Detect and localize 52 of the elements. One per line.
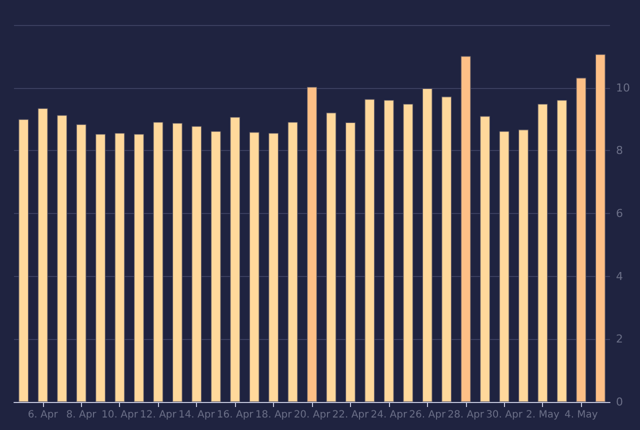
bar bbox=[595, 54, 606, 402]
x-tick-label: 28. Apr bbox=[448, 410, 485, 420]
bar bbox=[499, 131, 510, 402]
bar bbox=[518, 130, 528, 402]
x-tick-label: 14. Apr bbox=[178, 410, 216, 420]
x-tick-label: 2. May bbox=[526, 410, 560, 420]
bar bbox=[326, 112, 336, 402]
bar bbox=[422, 88, 432, 402]
bar bbox=[96, 134, 106, 402]
bar bbox=[460, 56, 471, 402]
x-tick-label: 24. Apr bbox=[370, 410, 408, 420]
y-tick-label: 2 bbox=[616, 332, 623, 346]
x-tick-label: 22. Apr bbox=[332, 410, 370, 420]
bar bbox=[18, 119, 29, 402]
bar bbox=[384, 100, 394, 402]
bar bbox=[442, 96, 452, 402]
bar bbox=[307, 86, 317, 402]
y-tick-label: 6 bbox=[616, 207, 623, 220]
x-tick-label: 10. Apr bbox=[102, 410, 139, 420]
bar bbox=[249, 132, 260, 402]
bar bbox=[403, 104, 414, 402]
y-tick-label: 0 bbox=[616, 396, 623, 408]
x-tick-label: 18. Apr bbox=[255, 410, 293, 420]
bar bbox=[480, 116, 490, 402]
x-tick-label: 8. Apr bbox=[66, 410, 98, 420]
x-tick-label: 20. Apr bbox=[294, 410, 332, 420]
x-tick-label: 26. Apr bbox=[409, 410, 446, 420]
bar bbox=[364, 99, 375, 402]
y-tick-label: 4 bbox=[616, 270, 623, 283]
y-tick-label: 8 bbox=[616, 144, 623, 158]
bar bbox=[57, 115, 68, 402]
bar bbox=[76, 124, 86, 402]
y-tick-label: 10 bbox=[616, 81, 630, 94]
x-tick-label: 30. Apr bbox=[486, 410, 524, 420]
bar bbox=[153, 122, 164, 402]
x-tick-label: 16. Apr bbox=[216, 410, 254, 420]
bar bbox=[556, 100, 567, 402]
bar bbox=[192, 126, 202, 402]
x-tick-label: 12. Apr bbox=[140, 410, 178, 420]
bar bbox=[114, 133, 125, 402]
bar bbox=[134, 134, 144, 402]
x-tick-label: 6. Apr bbox=[28, 410, 59, 420]
bar bbox=[268, 133, 279, 402]
bar bbox=[230, 117, 240, 402]
bar bbox=[576, 78, 586, 402]
x-tick-label: 4. May bbox=[564, 410, 598, 420]
bar bbox=[38, 108, 48, 402]
bar bbox=[172, 123, 182, 402]
bar bbox=[210, 131, 221, 402]
bar bbox=[288, 122, 298, 402]
bar bbox=[538, 104, 548, 402]
bar bbox=[345, 122, 356, 402]
